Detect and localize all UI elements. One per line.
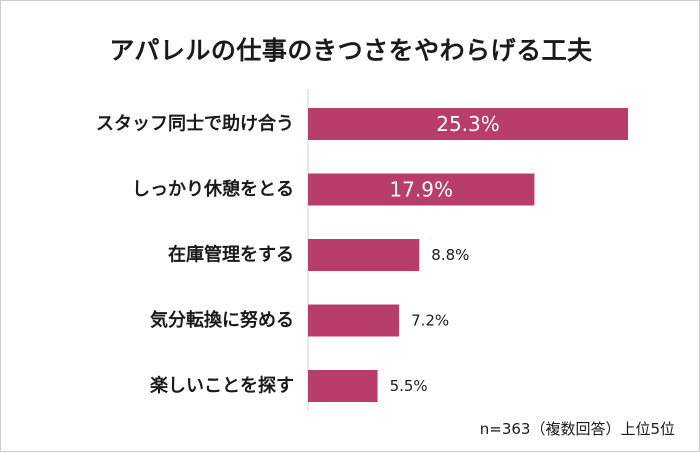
bar	[308, 370, 378, 402]
category-label: 在庫管理をする	[168, 244, 294, 266]
category-label: しっかり休憩をとる	[132, 178, 294, 200]
bar	[308, 173, 535, 206]
category-label: 気分転換に努める	[150, 309, 294, 331]
value-label: 7.2%	[411, 312, 449, 330]
bar	[308, 304, 400, 337]
category-label: 楽しいことを探す	[150, 375, 294, 397]
bar	[308, 108, 628, 140]
category-label: スタッフ同士で助け合う	[96, 113, 294, 135]
chart-title: アパレルの仕事のきつさをやわらげる工夫	[109, 36, 593, 65]
value-label: 17.9%	[389, 178, 453, 202]
value-label: 25.3%	[436, 112, 500, 136]
bar	[308, 239, 420, 271]
sample-note: n=363（複数回答）上位5位	[479, 420, 675, 438]
value-label: 8.8%	[431, 246, 469, 264]
value-label: 5.5%	[390, 377, 428, 395]
